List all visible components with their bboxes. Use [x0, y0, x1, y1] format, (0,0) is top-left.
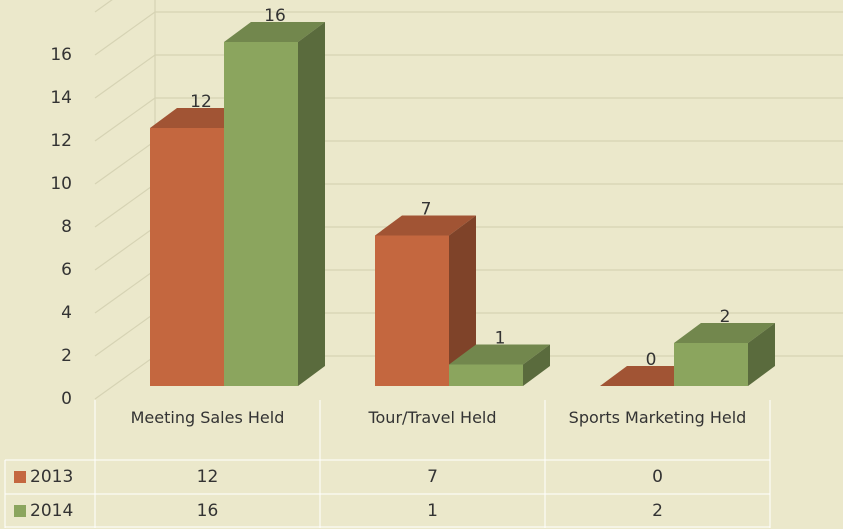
- data-label: 1: [495, 329, 506, 349]
- bar: [674, 323, 775, 386]
- y-tick-label: 16: [50, 45, 72, 65]
- data-label: 16: [264, 6, 286, 26]
- bar: [224, 22, 325, 386]
- bar-front: [674, 343, 748, 386]
- x-tick-label: Tour/Travel Held: [368, 408, 497, 427]
- y-tick-label: 8: [61, 217, 72, 237]
- data-label: 12: [190, 92, 212, 112]
- y-tick-label: 14: [50, 88, 72, 108]
- y-tick-label: 10: [50, 174, 72, 194]
- x-tick-label: Meeting Sales Held: [130, 408, 285, 427]
- bar: [449, 344, 550, 386]
- bar-top: [449, 344, 550, 365]
- bar-side: [523, 344, 550, 386]
- y-tick-label: 2: [61, 346, 72, 366]
- data-label: 0: [646, 350, 657, 370]
- data-label: 2: [720, 307, 731, 327]
- x-tick-label: Sports Marketing Held: [568, 408, 747, 427]
- data-label: 7: [421, 200, 432, 220]
- bar-front: [150, 128, 224, 386]
- bar-top: [674, 323, 775, 343]
- bar-top: [224, 22, 325, 42]
- bar-front: [449, 364, 523, 386]
- category-cell: Tour/Travel Held: [368, 408, 497, 427]
- y-tick-label: 4: [61, 303, 72, 323]
- category-cell: Meeting Sales Held: [130, 408, 285, 427]
- bar-side: [748, 323, 775, 386]
- table-value: 1: [427, 501, 438, 521]
- table-value: 2: [652, 501, 663, 521]
- bar-side: [298, 22, 325, 386]
- legend-key: [14, 505, 26, 517]
- wall-frame: [94, 0, 113, 13]
- bar-front: [224, 42, 298, 386]
- table-value: 16: [197, 501, 219, 521]
- legend-label: 2013: [30, 467, 73, 487]
- table-value: 12: [197, 467, 219, 487]
- y-tick-label: 0: [61, 389, 72, 409]
- bar-side: [449, 215, 476, 386]
- legend-key: [14, 471, 26, 483]
- table-value: 0: [652, 467, 663, 487]
- bar: [375, 215, 476, 386]
- legend-label: 2014: [30, 501, 73, 521]
- table-value: 7: [427, 467, 438, 487]
- category-cell: Sports Marketing Held: [568, 408, 747, 427]
- bar-top: [375, 215, 476, 236]
- bar-front: [375, 235, 449, 386]
- grid-line: [94, 11, 843, 56]
- y-tick-label: 6: [61, 260, 72, 280]
- y-tick-label: 12: [50, 131, 72, 151]
